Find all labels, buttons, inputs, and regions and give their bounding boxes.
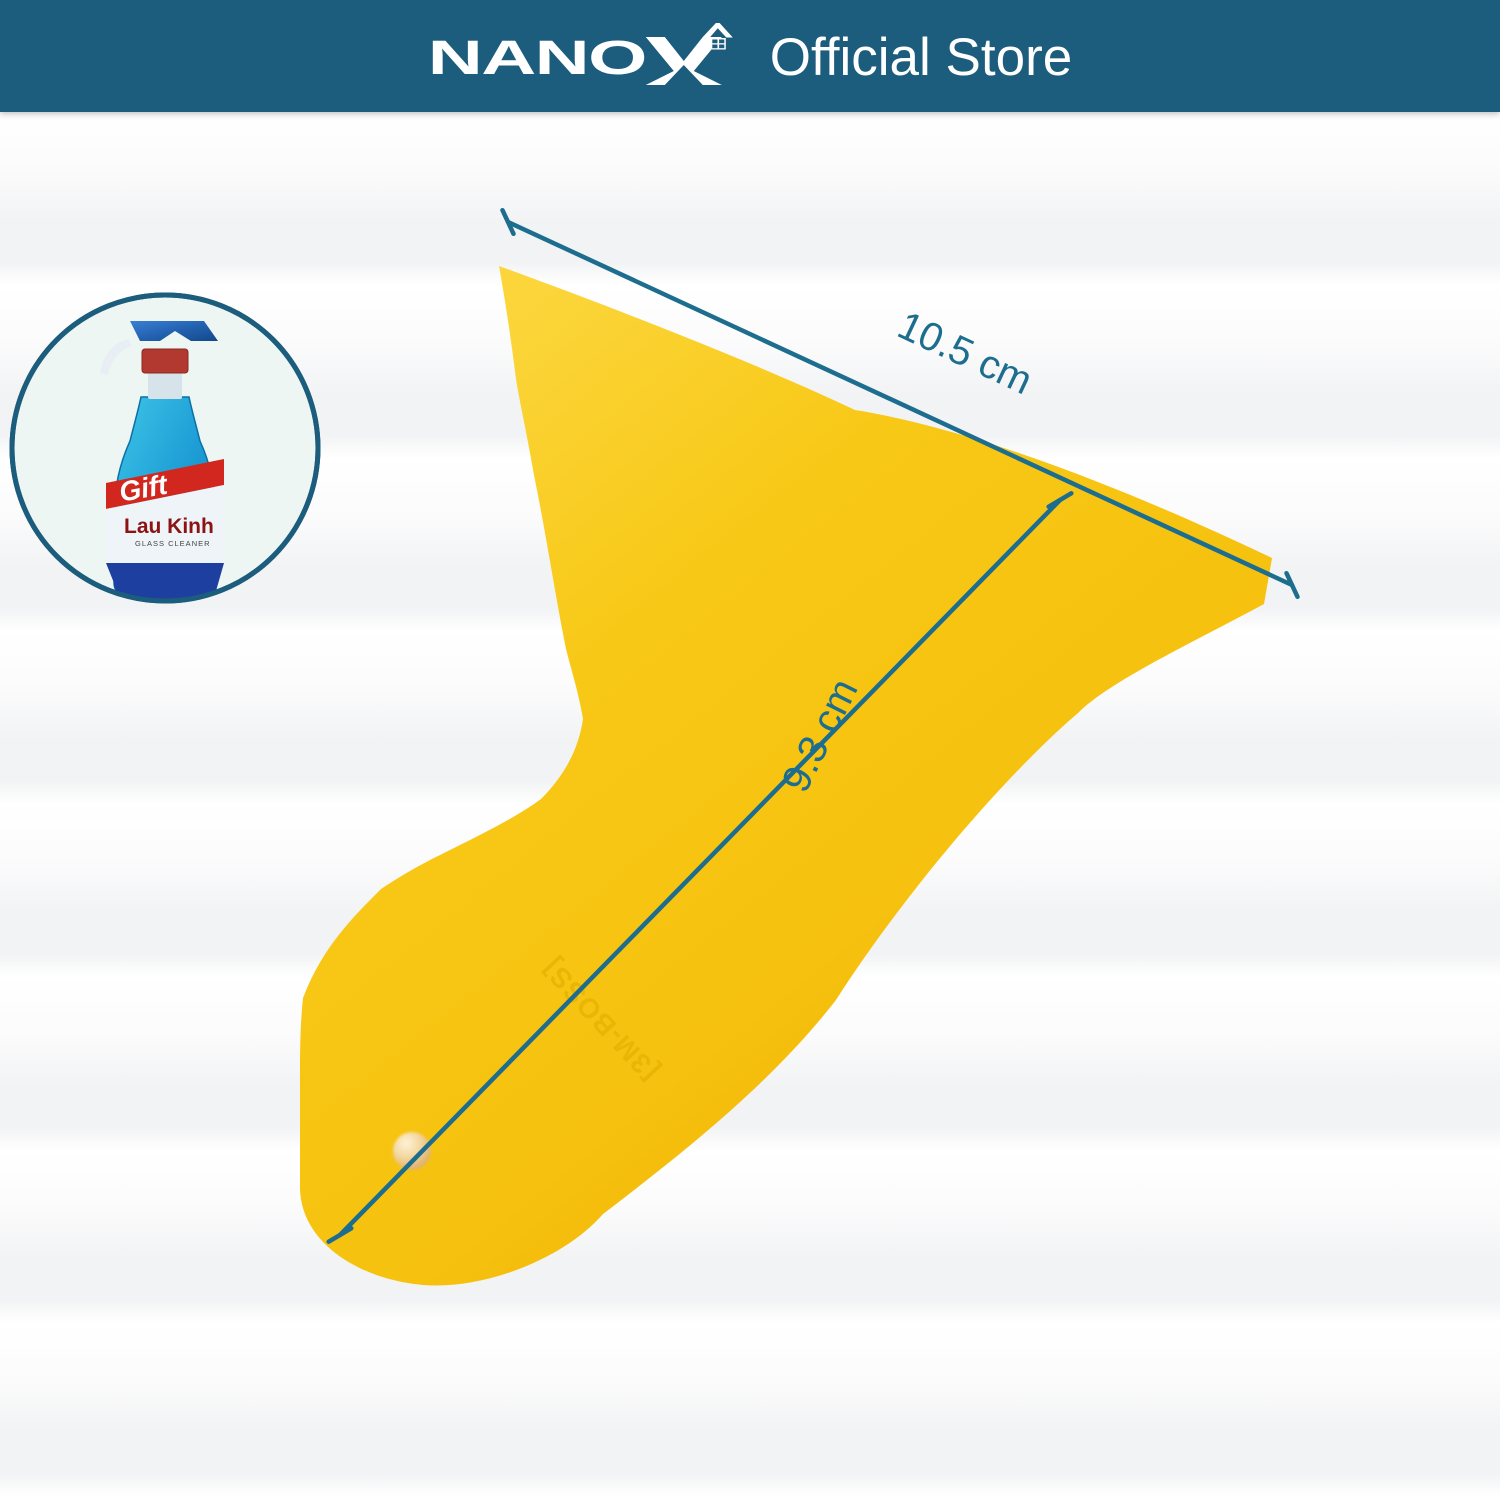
svg-text:NANO: NANO	[428, 32, 646, 85]
svg-text:GLASS CLEANER: GLASS CLEANER	[135, 539, 211, 548]
svg-text:Lau Kinh: Lau Kinh	[124, 515, 214, 538]
svg-text:10.5 cm: 10.5 cm	[891, 303, 1039, 403]
